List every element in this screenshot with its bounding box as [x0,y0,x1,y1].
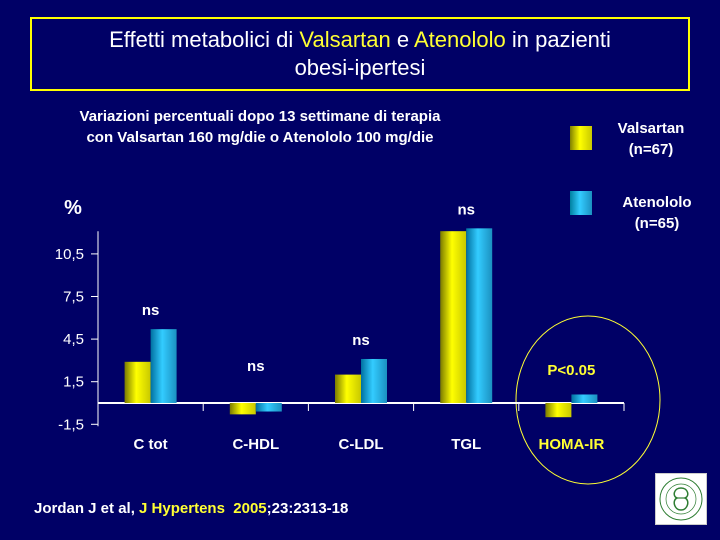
legend-swatch-atenololo [570,191,592,215]
y-tick-label: 4,5 [63,331,84,348]
legend-swatch-valsartan [570,126,592,150]
chart-subtitle: Variazioni percentuali dopo 13 settimane… [30,106,490,148]
legend-n-valsartan: (n=67) [628,141,674,158]
title-text-3: in pazienti [505,27,611,52]
category-label: C tot [134,436,168,453]
title-text-2: e [390,27,414,52]
bar-valsartan [440,231,467,403]
citation: Jordan J et al, J Hypertens 2005;23:2313… [34,500,348,517]
subtitle-line-1: Variazioni percentuali dopo 13 settimane… [79,108,441,125]
bar-atenololo [255,403,282,412]
bar-valsartan [335,374,361,403]
citation-year: 2005 [233,500,267,517]
citation-volume: ;23:2313-18 [266,500,349,517]
y-tick-label: 1,5 [63,374,84,391]
slide-title: Effetti metabolici di Valsartan e Atenol… [30,17,690,91]
legend-name-valsartan: Valsartan [617,120,685,137]
bar-atenololo [361,358,387,403]
y-tick-label: -1,5 [58,416,84,433]
citation-authors: Jordan J et al, [34,500,140,517]
category-label: TGL [451,436,481,453]
bar-atenololo [150,329,177,403]
category-label: C-LDL [339,436,384,453]
y-axis-label: % [64,197,82,219]
significance-label: ns [457,201,475,218]
legend-n-atenololo: (n=65) [634,215,680,232]
highlight-ellipse [515,315,661,485]
citation-journal: J Hypertens [139,500,225,517]
title-line-2: obesi-ipertesi [294,55,426,80]
significance-label: ns [247,358,265,375]
bar-valsartan [229,403,256,415]
bar-atenololo [571,394,598,403]
legend-name-atenololo: Atenololo [622,194,692,211]
significance-label: ns [352,332,370,349]
university-seal-logo [655,473,707,525]
bar-valsartan [545,403,572,418]
significance-label: P<0.05 [547,362,595,379]
legend-label-atenololo: Atenololo (n=65) [604,192,710,234]
legend-label-valsartan: Valsartan (n=67) [598,118,704,160]
title-drug-valsartan: Valsartan [299,27,391,52]
bar-atenololo [466,228,493,403]
y-tick-label: 10,5 [55,246,84,263]
category-label: HOMA-IR [538,436,604,453]
bar-valsartan [124,361,151,403]
significance-label: ns [142,302,160,319]
subtitle-line-2: con Valsartan 160 mg/die o Atenololo 100… [86,129,434,146]
title-text-1: Effetti metabolici di [109,27,300,52]
category-label: C-HDL [232,436,279,453]
y-tick-label: 7,5 [63,289,84,306]
citation-year-space [225,500,233,517]
title-drug-atenololo: Atenololo [413,27,506,52]
